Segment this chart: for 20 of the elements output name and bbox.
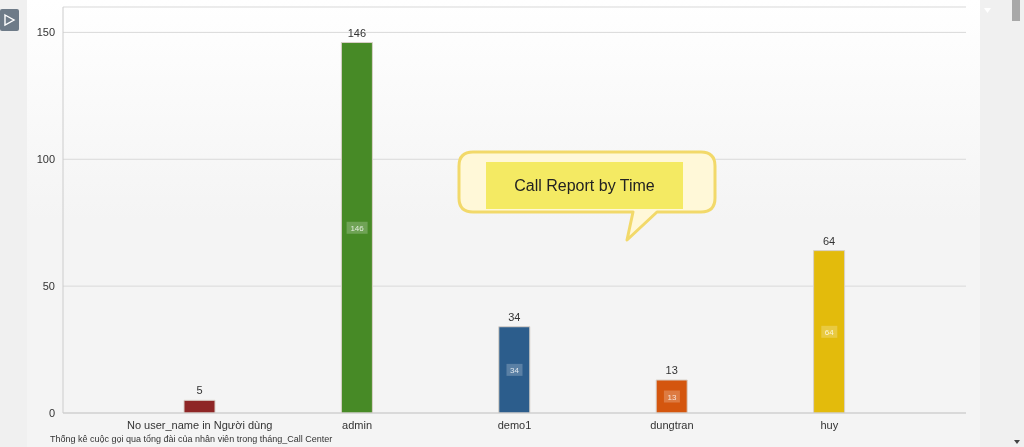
x-tick-label: huy bbox=[820, 418, 839, 431]
x-tick-label: dungtran bbox=[650, 418, 694, 431]
y-tick-label: 100 bbox=[36, 153, 55, 166]
y-tick-label: 0 bbox=[48, 406, 55, 419]
data-label: 13 bbox=[667, 392, 677, 402]
x-tick-label: admin bbox=[342, 418, 373, 431]
data-label: 146 bbox=[347, 26, 367, 39]
annotation: 146 bbox=[350, 223, 365, 233]
data-label: 5 bbox=[196, 384, 203, 397]
y-tick-label: 150 bbox=[36, 26, 55, 39]
data-label: 34 bbox=[508, 310, 521, 323]
annotation: 34 bbox=[510, 365, 520, 375]
x-tick-label: No user_name in Người dùng bbox=[126, 418, 273, 431]
annotation: Call Report by Time bbox=[514, 176, 655, 195]
x-tick-label: demo1 bbox=[497, 418, 532, 431]
annotation: 13 bbox=[665, 364, 678, 377]
y-tick-label: 50 bbox=[42, 280, 55, 293]
data-label: 64 bbox=[822, 234, 836, 247]
text: Thống kê cuộc gọi qua tổng đài của nhân viên trong tháng_Call Center bbox=[50, 434, 333, 444]
speech-bubble: Call Report by Time bbox=[457, 150, 719, 244]
